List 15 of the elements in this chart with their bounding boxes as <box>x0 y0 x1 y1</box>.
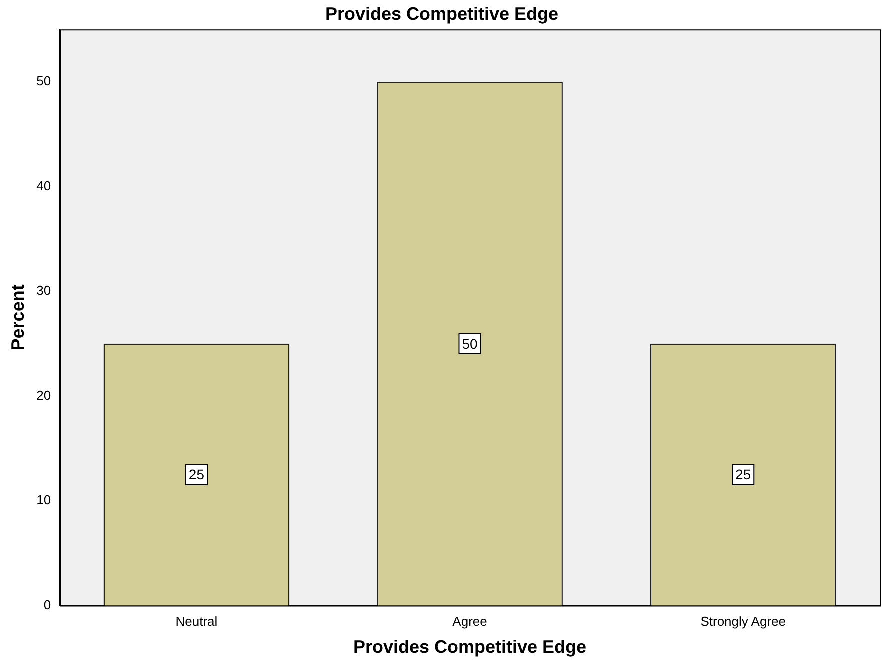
data-label: 25 <box>188 466 205 483</box>
data-label: 50 <box>462 336 478 352</box>
x-tick-label: Agree <box>452 614 488 630</box>
y-axis-title: Percent <box>8 284 28 351</box>
x-tick-label: Strongly Agree <box>700 614 786 630</box>
y-tick-label: 0 <box>44 597 52 612</box>
y-tick-label: 20 <box>36 388 52 403</box>
x-tick-label: Neutral <box>176 614 218 630</box>
y-tick-label: 30 <box>36 283 52 298</box>
y-tick-label: 40 <box>36 178 52 194</box>
y-tick-label: 50 <box>36 74 52 89</box>
data-label: 25 <box>736 466 752 483</box>
x-axis-title: Provides Competitive Edge <box>354 637 587 658</box>
chart-title: Provides Competitive Edge <box>325 4 559 24</box>
y-tick-label: 10 <box>36 492 52 508</box>
